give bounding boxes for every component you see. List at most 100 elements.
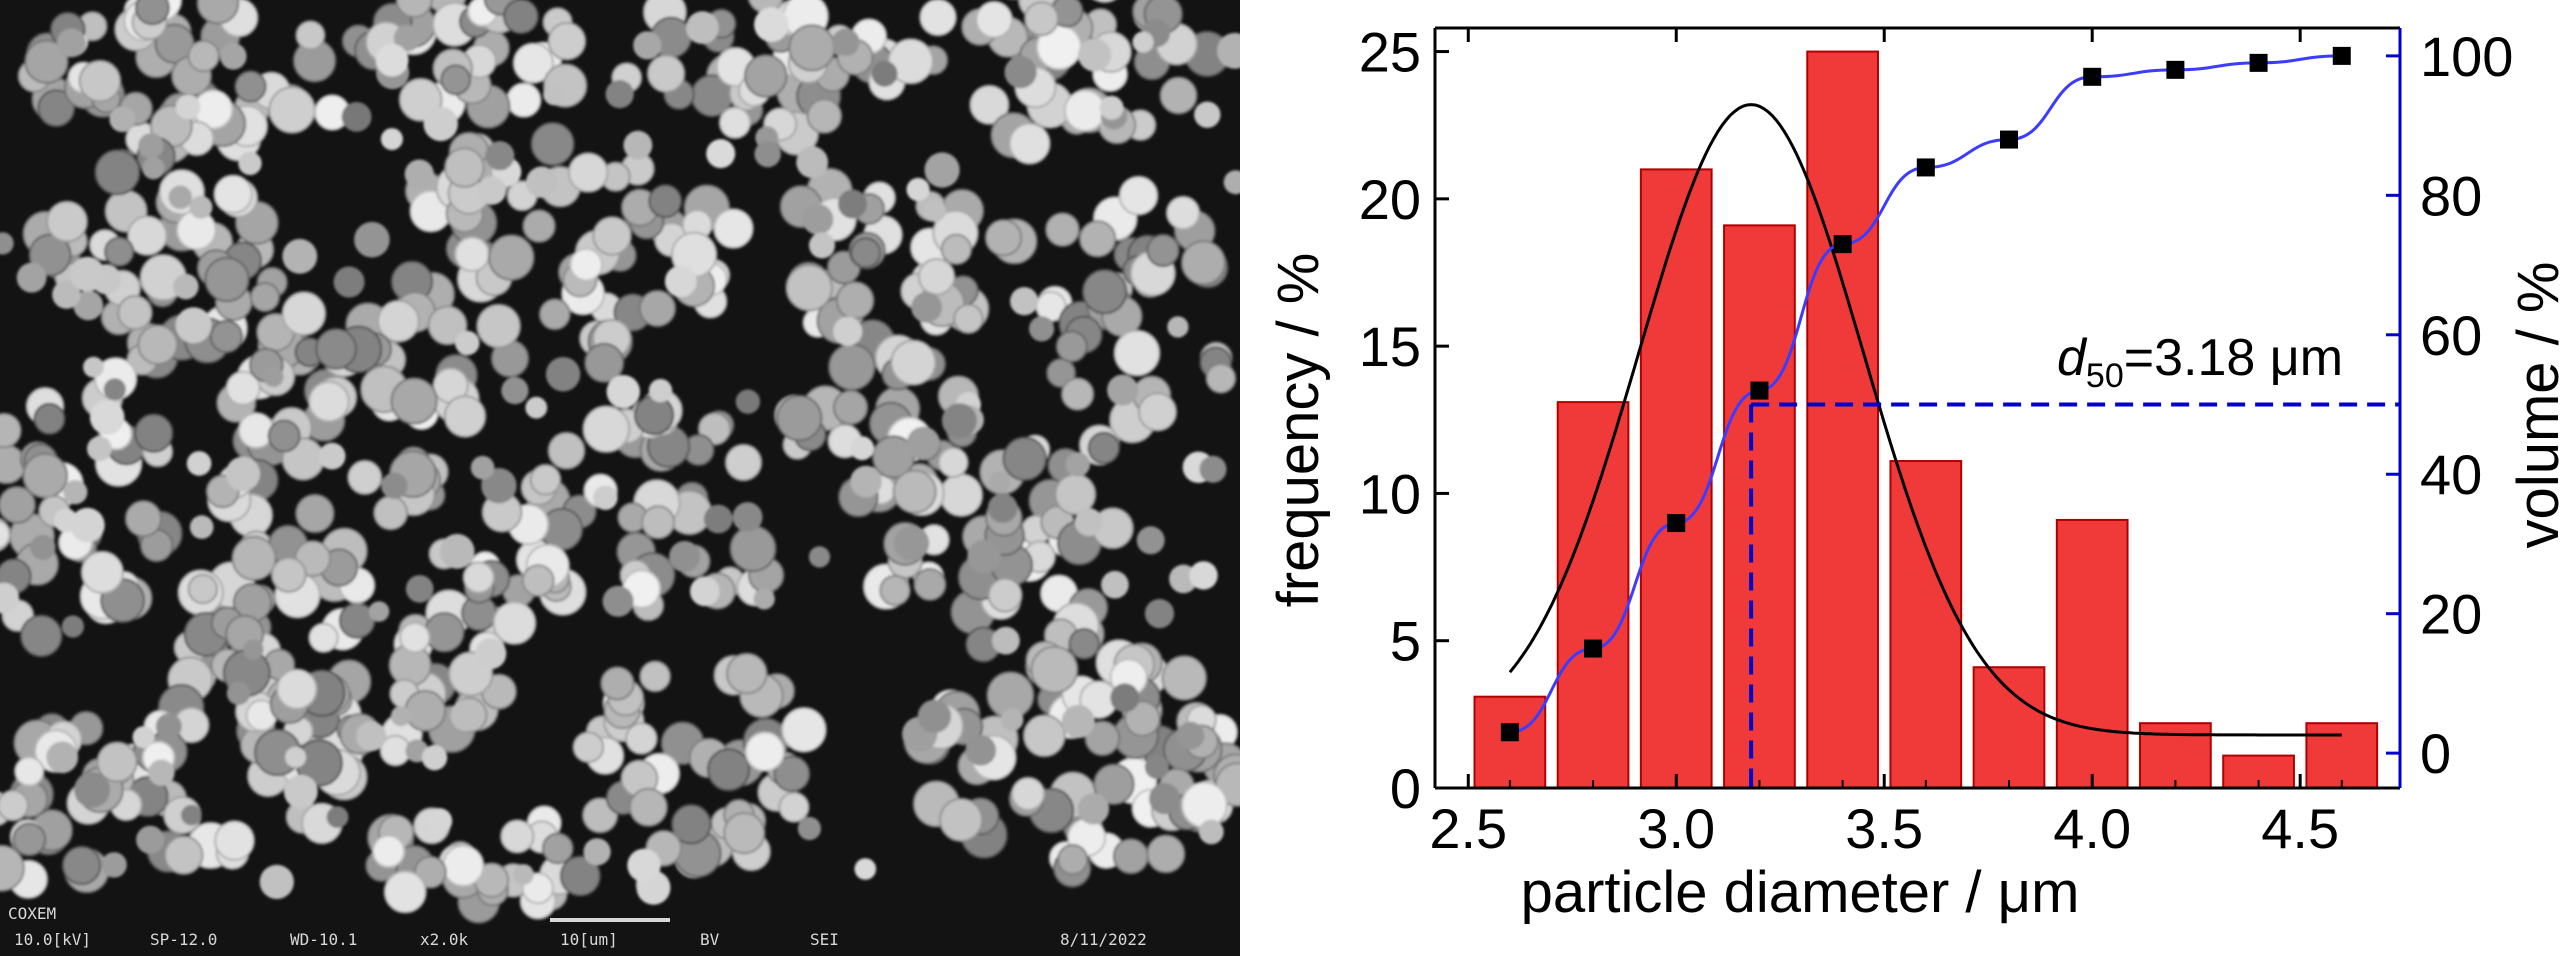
particle <box>547 21 587 61</box>
cumulative-data-point <box>1833 235 1852 254</box>
gaussian-fit <box>1508 103 2342 737</box>
particle <box>572 731 605 764</box>
cumulative-data-point <box>1667 514 1686 533</box>
particle <box>513 864 534 885</box>
cumulative-data-point <box>1500 723 1519 742</box>
particle <box>73 290 104 321</box>
particle <box>623 130 653 160</box>
sem-label: COXEM <box>8 904 57 923</box>
y2-tick-label: 0 <box>2420 722 2451 785</box>
particle <box>24 39 69 84</box>
particle <box>937 446 969 478</box>
particle <box>633 31 662 60</box>
gaussian-fit-curve <box>1508 103 2342 737</box>
particle <box>455 330 480 356</box>
particle <box>204 256 250 303</box>
particle <box>450 699 483 732</box>
particle <box>1057 844 1089 876</box>
particle <box>57 28 86 58</box>
particle <box>625 722 658 755</box>
particle <box>209 319 244 354</box>
particle <box>706 139 736 169</box>
y-tick-label: 20 <box>1359 168 1421 231</box>
particle <box>148 759 175 786</box>
particle <box>89 400 125 435</box>
particle <box>399 621 431 654</box>
particle <box>1199 455 1227 483</box>
particle <box>103 378 126 401</box>
particle <box>12 822 47 857</box>
particle <box>308 622 339 653</box>
particle <box>470 455 495 480</box>
x-axis-label: particle diameter / μm <box>1521 860 2080 925</box>
sem-working-distance: WD-10.1 <box>290 930 358 949</box>
particle <box>1205 363 1237 394</box>
particle <box>390 377 438 425</box>
y2-axis-label: volume / % <box>2506 262 2571 549</box>
particle <box>501 377 529 405</box>
particle <box>0 412 22 449</box>
particle <box>1077 793 1110 825</box>
y-tick-label: 10 <box>1359 462 1421 525</box>
particle <box>1008 122 1051 165</box>
particle <box>605 80 634 109</box>
particle <box>189 195 213 219</box>
particle <box>61 615 84 638</box>
particle <box>1159 76 1198 115</box>
cumulative-data-point <box>2166 60 2185 79</box>
particle <box>405 575 434 603</box>
particle <box>1011 776 1046 811</box>
particle <box>94 149 141 196</box>
particle <box>802 204 834 235</box>
cumulative-data-point <box>1916 158 1935 177</box>
particle <box>1030 645 1079 694</box>
y-tick-label: 25 <box>1359 21 1421 84</box>
particle <box>52 280 81 309</box>
particle <box>477 176 507 205</box>
chart-canvas: 2.5 3.0 3.5 4.0 4.5 0 5 10 15 20 25 0 20 40 60 80 100 pa… <box>1266 21 2571 925</box>
particle <box>393 24 421 52</box>
particle <box>249 282 281 313</box>
histogram-bar <box>1889 460 1963 789</box>
sem-detector: BV <box>700 930 720 949</box>
particle <box>109 106 136 133</box>
particle <box>538 298 571 331</box>
particle <box>776 394 823 442</box>
particle <box>124 499 162 538</box>
particle <box>96 741 138 783</box>
particle <box>754 140 781 168</box>
particle <box>1046 357 1077 389</box>
cumulative-data-point <box>2083 67 2102 86</box>
particle <box>1132 31 1154 53</box>
histogram-bar <box>2305 722 2379 789</box>
particle <box>46 741 79 774</box>
particle <box>1065 452 1091 477</box>
particle <box>832 28 860 56</box>
particle <box>641 505 676 540</box>
particle <box>454 236 491 273</box>
particle <box>1022 714 1066 758</box>
y-tick-label: 15 <box>1359 315 1421 378</box>
particle <box>383 870 427 914</box>
particle <box>276 668 318 710</box>
particle <box>1010 287 1039 316</box>
particle <box>913 568 947 601</box>
particle <box>238 151 262 176</box>
particle <box>488 234 535 281</box>
particle <box>423 106 458 142</box>
particle <box>354 221 390 258</box>
particle <box>796 146 829 179</box>
particle <box>1118 175 1159 216</box>
histogram-bar <box>1473 695 1547 790</box>
particle <box>718 106 752 140</box>
sem-voltage: 10.0[kV] <box>14 930 92 949</box>
particle <box>87 436 112 462</box>
particle <box>797 816 822 841</box>
particle <box>923 199 947 223</box>
particle <box>117 295 153 331</box>
particle <box>648 378 673 403</box>
particle <box>404 689 447 732</box>
particle <box>104 236 135 267</box>
particle <box>628 787 668 827</box>
particle <box>713 208 754 249</box>
